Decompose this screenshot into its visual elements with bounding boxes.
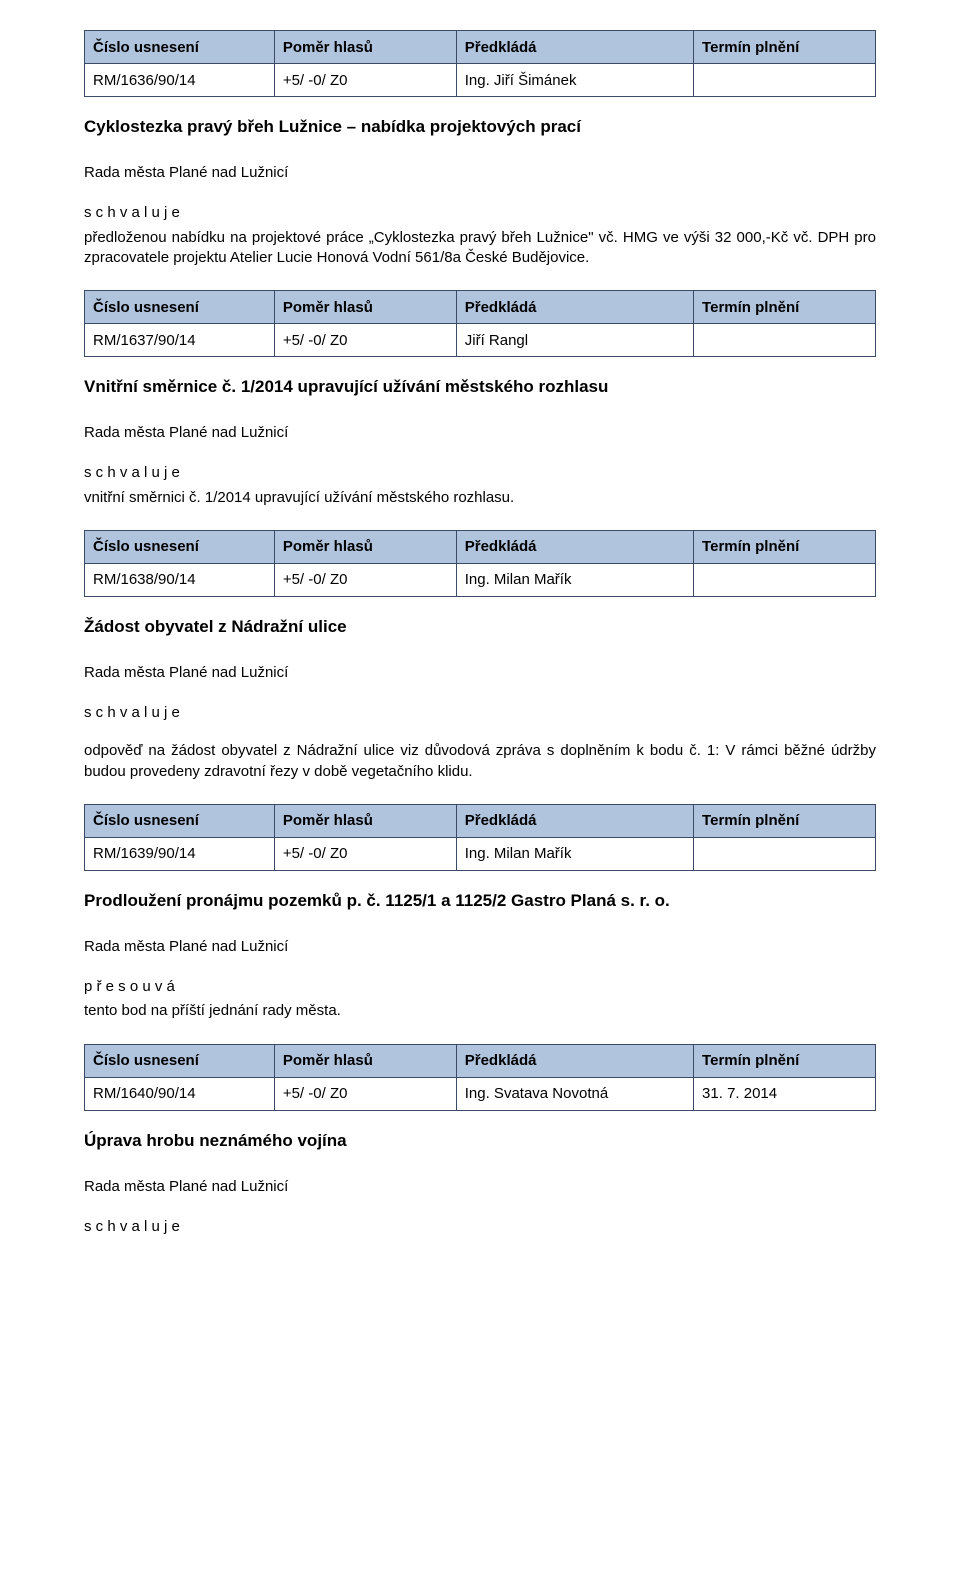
table-header: Předkládá [456, 530, 693, 563]
resolution-table: Číslo usnesení Poměr hlasů Předkládá Ter… [84, 804, 876, 871]
resolution-table: Číslo usnesení Poměr hlasů Předkládá Ter… [84, 1044, 876, 1111]
section-title: Vnitřní směrnice č. 1/2014 upravující už… [84, 377, 876, 397]
table-cell: +5/ -0/ Z0 [274, 837, 456, 870]
table-cell: RM/1640/90/14 [85, 1077, 275, 1110]
action-text: p ř e s o u v á [84, 977, 876, 997]
table-header: Poměr hlasů [274, 291, 456, 324]
resolution-table: Číslo usnesení Poměr hlasů Předkládá Ter… [84, 530, 876, 597]
section-title: Prodloužení pronájmu pozemků p. č. 1125/… [84, 891, 876, 911]
table-header: Předkládá [456, 804, 693, 837]
table-header: Termín plnění [694, 31, 876, 64]
action-text: s c h v a l u j e [84, 703, 876, 723]
table-cell: Ing. Milan Mařík [456, 837, 693, 870]
table-header: Číslo usnesení [85, 291, 275, 324]
table-cell [694, 837, 876, 870]
table-header: Číslo usnesení [85, 31, 275, 64]
section-title: Žádost obyvatel z Nádražní ulice [84, 617, 876, 637]
table-cell: +5/ -0/ Z0 [274, 324, 456, 357]
table-header: Poměr hlasů [274, 530, 456, 563]
document-page: Číslo usnesení Poměr hlasů Předkládá Ter… [0, 0, 960, 1579]
table-header: Termín plnění [694, 804, 876, 837]
table-cell [694, 563, 876, 596]
table-cell: RM/1636/90/14 [85, 64, 275, 97]
table-cell: Jiří Rangl [456, 324, 693, 357]
table-header: Termín plnění [694, 530, 876, 563]
preamble-text: Rada města Plané nad Lužnicí [84, 663, 876, 683]
body-text: odpověď na žádost obyvatel z Nádražní ul… [84, 741, 876, 782]
resolution-table: Číslo usnesení Poměr hlasů Předkládá Ter… [84, 290, 876, 357]
action-text: s c h v a l u j e [84, 1217, 876, 1237]
table-header: Číslo usnesení [85, 804, 275, 837]
table-header: Poměr hlasů [274, 31, 456, 64]
table-cell: 31. 7. 2014 [694, 1077, 876, 1110]
table-cell: RM/1637/90/14 [85, 324, 275, 357]
preamble-text: Rada města Plané nad Lužnicí [84, 163, 876, 183]
table-header: Termín plnění [694, 291, 876, 324]
table-header: Předkládá [456, 291, 693, 324]
table-cell [694, 64, 876, 97]
table-header: Poměr hlasů [274, 1044, 456, 1077]
table-header: Předkládá [456, 31, 693, 64]
preamble-text: Rada města Plané nad Lužnicí [84, 1177, 876, 1197]
preamble-text: Rada města Plané nad Lužnicí [84, 423, 876, 443]
table-cell: Ing. Milan Mařík [456, 563, 693, 596]
body-text: předloženou nabídku na projektové práce … [84, 228, 876, 269]
table-cell: RM/1638/90/14 [85, 563, 275, 596]
table-cell: RM/1639/90/14 [85, 837, 275, 870]
action-text: s c h v a l u j e [84, 203, 876, 223]
section-title: Úprava hrobu neznámého vojína [84, 1131, 876, 1151]
table-cell: +5/ -0/ Z0 [274, 64, 456, 97]
table-header: Poměr hlasů [274, 804, 456, 837]
table-cell: +5/ -0/ Z0 [274, 1077, 456, 1110]
action-text: s c h v a l u j e [84, 463, 876, 483]
table-cell: +5/ -0/ Z0 [274, 563, 456, 596]
table-cell: Ing. Svatava Novotná [456, 1077, 693, 1110]
resolution-table: Číslo usnesení Poměr hlasů Předkládá Ter… [84, 30, 876, 97]
table-header: Termín plnění [694, 1044, 876, 1077]
preamble-text: Rada města Plané nad Lužnicí [84, 937, 876, 957]
table-header: Předkládá [456, 1044, 693, 1077]
table-cell [694, 324, 876, 357]
table-header: Číslo usnesení [85, 1044, 275, 1077]
section-title: Cyklostezka pravý břeh Lužnice – nabídka… [84, 117, 876, 137]
table-header: Číslo usnesení [85, 530, 275, 563]
body-text: vnitřní směrnici č. 1/2014 upravující už… [84, 488, 876, 508]
table-cell: Ing. Jiří Šimánek [456, 64, 693, 97]
body-text: tento bod na příští jednání rady města. [84, 1001, 876, 1021]
